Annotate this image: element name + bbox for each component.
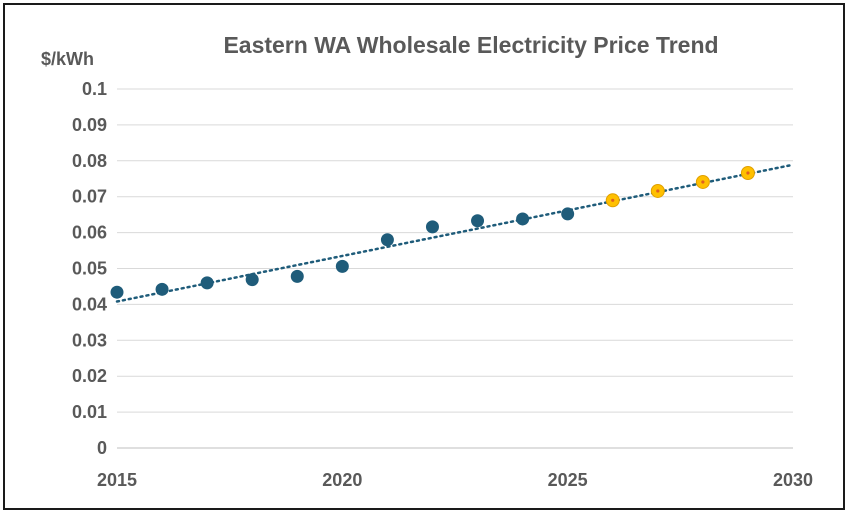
historical-point xyxy=(516,212,530,226)
trendline-layer xyxy=(115,163,795,303)
y-tick-label: 0.02 xyxy=(72,366,107,386)
projected-point xyxy=(740,166,755,181)
y-tick-label: 0.04 xyxy=(72,294,107,314)
chart: 0 0.01 0.02 0.03 0.04 0.05 0.06 0.07 0.08 0.09 0.1… xyxy=(41,32,813,490)
grid xyxy=(117,88,793,449)
historical-point xyxy=(110,285,124,299)
y-tick-label: 0.09 xyxy=(72,115,107,135)
x-tick-label: 2015 xyxy=(97,470,137,490)
x-tick-label: 2025 xyxy=(548,470,588,490)
x-tick-label: 2020 xyxy=(322,470,362,490)
x-tick-label: 2030 xyxy=(773,470,813,490)
historical-point xyxy=(290,269,304,283)
projected-point-center xyxy=(701,180,705,184)
y-tick-label: 0.07 xyxy=(72,187,107,207)
projected-point-center xyxy=(611,198,615,202)
historical-point xyxy=(380,233,394,247)
y-axis-ticks: 0 0.01 0.02 0.03 0.04 0.05 0.06 0.07 0.08 0.09 0.1 xyxy=(72,79,107,458)
y-tick-label: 0 xyxy=(97,438,107,458)
projected-point-center xyxy=(746,171,750,175)
historical-point xyxy=(155,282,169,296)
y-tick-label: 0.06 xyxy=(72,223,107,243)
projected-point xyxy=(605,193,620,208)
data-points xyxy=(110,166,755,299)
chart-frame: 0 0.01 0.02 0.03 0.04 0.05 0.06 0.07 0.08 0.09 0.1… xyxy=(3,3,845,510)
historical-point xyxy=(245,273,259,287)
projected-point xyxy=(650,183,665,198)
projected-point xyxy=(695,174,710,189)
historical-point xyxy=(425,220,439,234)
y-tick-label: 0.08 xyxy=(72,151,107,171)
historical-point xyxy=(200,276,214,290)
projected-point-center xyxy=(656,189,660,193)
y-tick-label: 0.01 xyxy=(72,402,107,422)
chart-title: Eastern WA Wholesale Electricity Price T… xyxy=(223,32,718,58)
x-axis-ticks: 2015 2020 2025 2030 xyxy=(97,470,813,490)
historical-point xyxy=(335,259,349,273)
y-tick-label: 0.05 xyxy=(72,259,107,279)
y-tick-label: 0.03 xyxy=(72,330,107,350)
trendline xyxy=(115,163,795,303)
historical-point xyxy=(561,207,575,221)
y-axis-label: $/kWh xyxy=(41,49,94,69)
y-tick-label: 0.1 xyxy=(82,79,107,99)
historical-point xyxy=(471,214,485,228)
